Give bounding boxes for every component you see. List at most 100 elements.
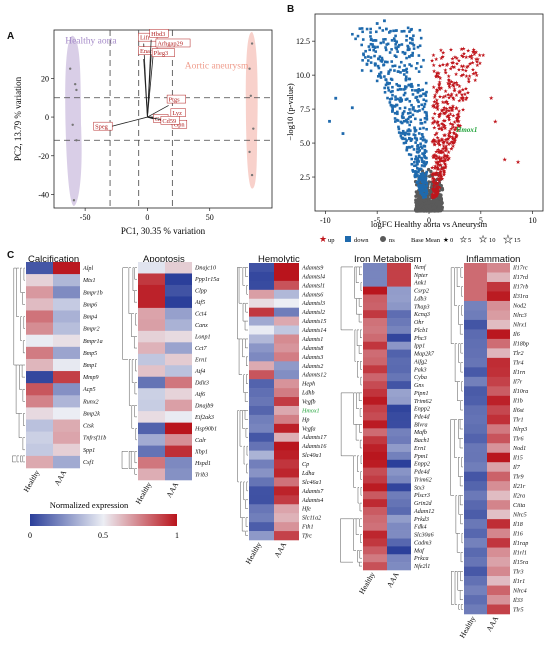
- volcano-up-point: ★: [446, 77, 451, 84]
- volcano-down-point: [391, 85, 394, 89]
- pca-loading-label: Pleg3: [154, 50, 169, 57]
- volcano-up-point: ★: [451, 129, 456, 136]
- heatmap-gene-label: Ldha: [301, 471, 315, 477]
- heatmap-cell: [464, 595, 487, 605]
- volcano-ns-point: [436, 194, 441, 198]
- volcano-down-point: [377, 57, 380, 61]
- volcano-up-point: ★: [430, 191, 435, 198]
- volcano-down-point: [402, 110, 406, 113]
- heatmap-cell: [464, 291, 487, 302]
- dendrogram-branch: [354, 329, 356, 362]
- volcano-up-point: ★: [439, 107, 444, 114]
- heatmap-gene-label: Nenf: [413, 264, 427, 271]
- heatmap-3: NenfNpterAnk1Csrp2Ldb3Thap3Kcnq3OhrPlcb1…: [340, 263, 435, 596]
- heatmap-gene-label: Il6: [512, 332, 521, 338]
- dendrogram-branch: [135, 313, 137, 326]
- volcano-up-point: ★: [438, 176, 443, 183]
- heatmap-cell: [274, 316, 299, 326]
- color-legend-tick-0: 0: [28, 531, 32, 540]
- heatmap-cell: [249, 450, 274, 460]
- heatmap-dendrogram: [340, 266, 362, 567]
- volcano-up-point: ★: [437, 79, 442, 86]
- dendrogram-branch: [450, 419, 454, 496]
- dendrogram-branch: [454, 571, 457, 605]
- heatmap-cell: [138, 307, 165, 320]
- heatmap-cell: [274, 361, 299, 371]
- heatmap-gene-label: Hp: [301, 417, 309, 423]
- volcano-down-point: [420, 146, 424, 150]
- heatmap-gene-label: Tlr2: [513, 351, 524, 357]
- volcano-up-point: ★: [448, 130, 453, 137]
- heatmap-cell: [487, 538, 510, 548]
- volcano-down-point: [373, 63, 377, 67]
- heatmap-gene-label: Csrp2: [414, 289, 429, 295]
- heatmap-col-label-healthy: Healthy: [22, 468, 42, 493]
- volcano-down-point: [397, 127, 401, 131]
- volcano-down-point: [401, 116, 404, 120]
- volcano-down-point: [416, 98, 419, 102]
- dendrogram-branch: [242, 338, 245, 358]
- volcano-up-point: ★: [437, 159, 442, 166]
- dendrogram-branch: [22, 292, 25, 305]
- volcano-up-point: ★: [433, 193, 438, 200]
- heatmap-gene-label: Kcnq3: [413, 312, 430, 318]
- dendrogram-branch: [15, 364, 19, 414]
- heatmap-cell: [487, 348, 510, 359]
- volcano-down-point: [379, 76, 383, 79]
- legend-base-mean-label: Base Mean: [411, 237, 441, 244]
- volcano-ns-point: [434, 190, 438, 195]
- volcano-up-point: ★: [430, 175, 435, 182]
- volcano-up-point: ★: [431, 186, 436, 193]
- volcano-up-point: ★: [457, 108, 462, 115]
- volcano-up-point: ★: [433, 186, 438, 193]
- volcano-down-point: [405, 148, 409, 152]
- heatmap-gene-label: Slc46a1: [302, 480, 322, 486]
- volcano-up-point: ★: [432, 192, 437, 199]
- volcano-down-point: [384, 38, 387, 41]
- volcano-up-point: ★: [441, 145, 446, 152]
- volcano-up-point: ★: [450, 60, 455, 67]
- volcano-down-point: [366, 59, 370, 62]
- heatmap-cell: [53, 383, 80, 396]
- volcano-down-point: [384, 83, 388, 87]
- volcano-up-point: ★: [438, 169, 443, 176]
- volcano-up-point: ★: [437, 169, 442, 176]
- volcano-down-point: [393, 64, 397, 68]
- dendrogram-branch: [23, 413, 25, 426]
- dendrogram-branch: [356, 361, 359, 378]
- volcano-up-point: ★: [432, 189, 437, 196]
- heatmap-cell: [487, 519, 510, 529]
- volcano-ns-point: [431, 200, 436, 204]
- volcano-ns-point: [433, 197, 437, 201]
- volcano-ns-point: [435, 172, 439, 176]
- volcano-ns-point: [437, 189, 441, 193]
- heatmap-cell: [53, 262, 80, 275]
- heatmap-cell: [26, 322, 53, 336]
- heatmap-cell: [249, 477, 274, 487]
- color-legend-bar: [30, 514, 177, 526]
- volcano-down-point: [403, 106, 407, 110]
- dendrogram-branch: [454, 419, 457, 458]
- volcano-down-point: [417, 132, 421, 135]
- volcano-down-point: [425, 90, 428, 94]
- heatmap-gene-label: Enpp2: [413, 407, 430, 413]
- heatmap-gene-label: Slc30a6: [414, 533, 435, 539]
- heatmap-cell: [363, 475, 387, 484]
- volcano-down-point: [384, 48, 388, 52]
- heatmap-cell: [274, 280, 299, 291]
- volcano-down-point: [425, 113, 428, 117]
- volcano-up-point: ★: [435, 192, 440, 199]
- volcano-up-point: ★: [447, 117, 452, 124]
- heatmap-cell: [53, 274, 80, 287]
- volcano-down-point: [408, 55, 411, 58]
- volcano-down-point: [379, 59, 383, 62]
- heatmap-gene-label: Il18: [512, 522, 523, 528]
- volcano-up-point: ★: [446, 73, 451, 80]
- heatmap-cell: [387, 365, 411, 374]
- volcano-up-point: ★: [437, 113, 442, 120]
- volcano-up-point: ★: [432, 104, 437, 111]
- heatmap-gene-label: Lonp1: [194, 335, 211, 341]
- heatmap-cell: [274, 370, 299, 380]
- volcano-down-point: [399, 71, 402, 74]
- volcano-down-point: [361, 30, 364, 34]
